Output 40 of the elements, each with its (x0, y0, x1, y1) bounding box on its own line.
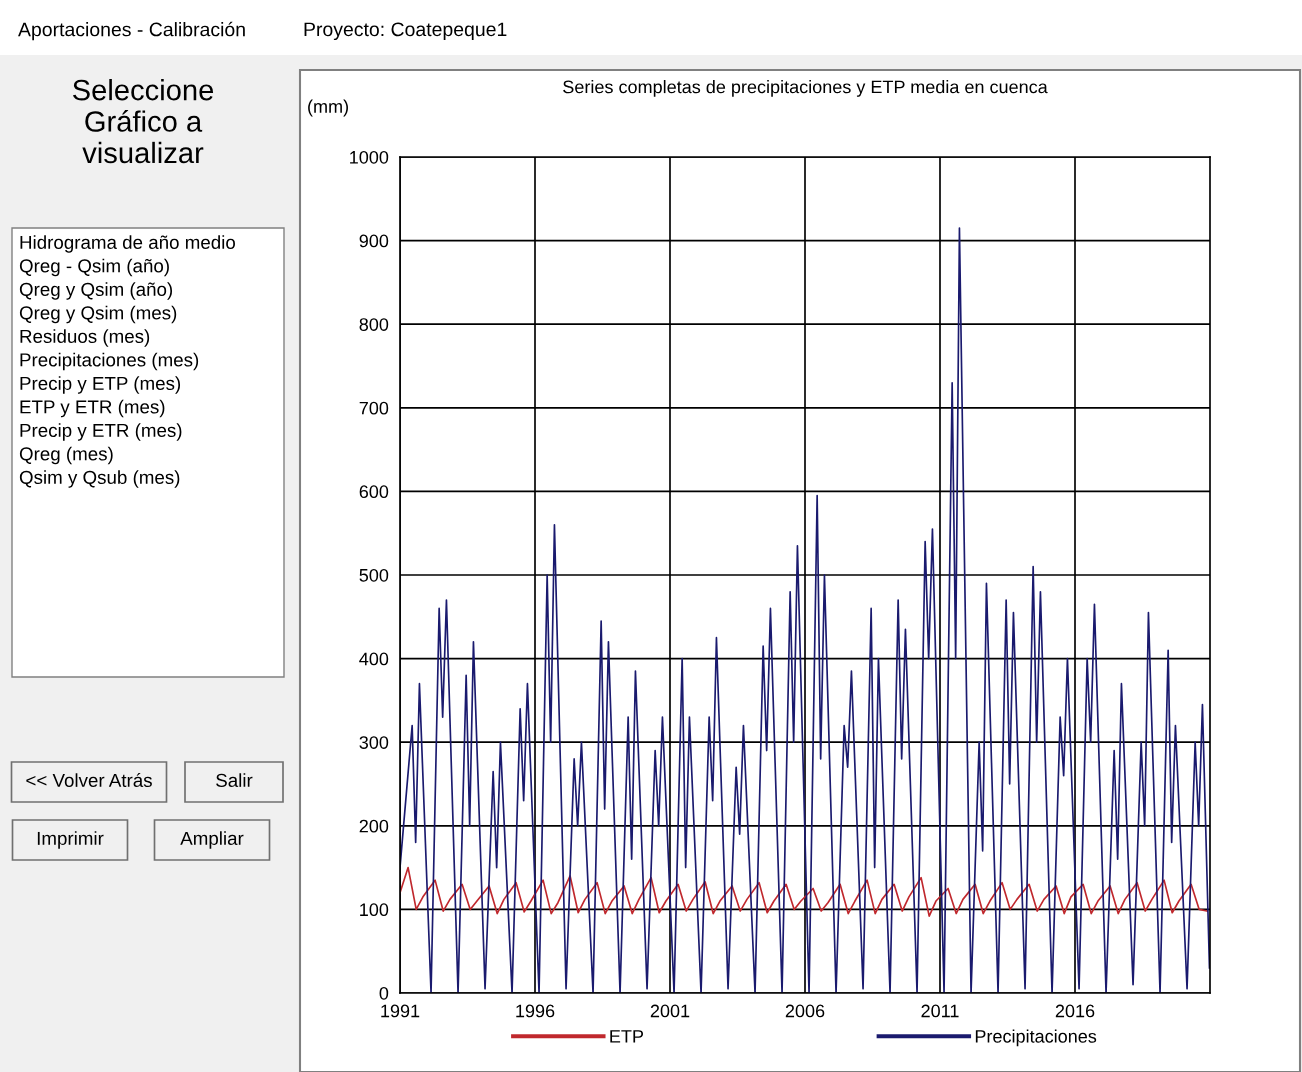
x-tick-label: 1996 (516, 1004, 555, 1018)
legend-label: ETP (610, 1030, 644, 1043)
y-tick-label: 800 (359, 318, 389, 331)
x-tick-label: 1991 (381, 1004, 420, 1018)
text: Qreg y Qsim (mes) (19, 305, 177, 324)
line-series (400, 866, 1209, 917)
text: Precip y ETR (mes) (20, 423, 182, 441)
text: Salir (216, 773, 253, 788)
text: Precipitaciones (mes) (20, 352, 199, 371)
text: Qreg y Qsim (año) (19, 282, 173, 300)
text: << Volver Atrás (26, 773, 152, 788)
text: Precip y ETP (mes) (20, 376, 181, 394)
text: Imprimir (37, 831, 104, 849)
text: Qsim y Qsub (mes) (19, 470, 180, 488)
text: ETP y ETR (mes) (20, 399, 165, 418)
text: Seleccione Gráfico a visualizar (72, 78, 214, 164)
text: Ampliar (180, 831, 244, 849)
y-tick-label: 0 (379, 986, 389, 1000)
y-axis-title: (mm) (308, 99, 348, 117)
x-tick-label: 2006 (785, 1004, 825, 1018)
y-tick-label: 200 (359, 819, 389, 833)
y-tick-label: 1000 (350, 150, 389, 164)
y-tick-label: 900 (359, 234, 389, 248)
x-tick-label: 2001 (650, 1004, 690, 1018)
y-tick-label: 600 (359, 485, 389, 499)
y-tick-label: 100 (360, 903, 389, 917)
y-tick-label: 700 (359, 401, 389, 415)
text: Residuos (mes) (20, 329, 150, 347)
y-tick-label: 500 (359, 568, 389, 582)
y-tick-label: 400 (359, 652, 389, 666)
text: Qreg - Qsim (año) (19, 258, 169, 277)
text: Aportaciones - Calibración (18, 21, 245, 41)
y-tick-label: 300 (359, 736, 389, 749)
text: Proyecto: Coatepeque1 (304, 22, 507, 41)
text: Qreg (mes) (19, 446, 113, 465)
legend-label: Precipitaciones (975, 1029, 1097, 1047)
text: Hidrograma de año medio (20, 235, 235, 253)
x-tick-label: 2011 (921, 1004, 959, 1018)
chart-title: Series completas de precipitaciones y ETP media en cuenca (563, 80, 1048, 97)
x-tick-label: 2016 (1055, 1004, 1095, 1018)
